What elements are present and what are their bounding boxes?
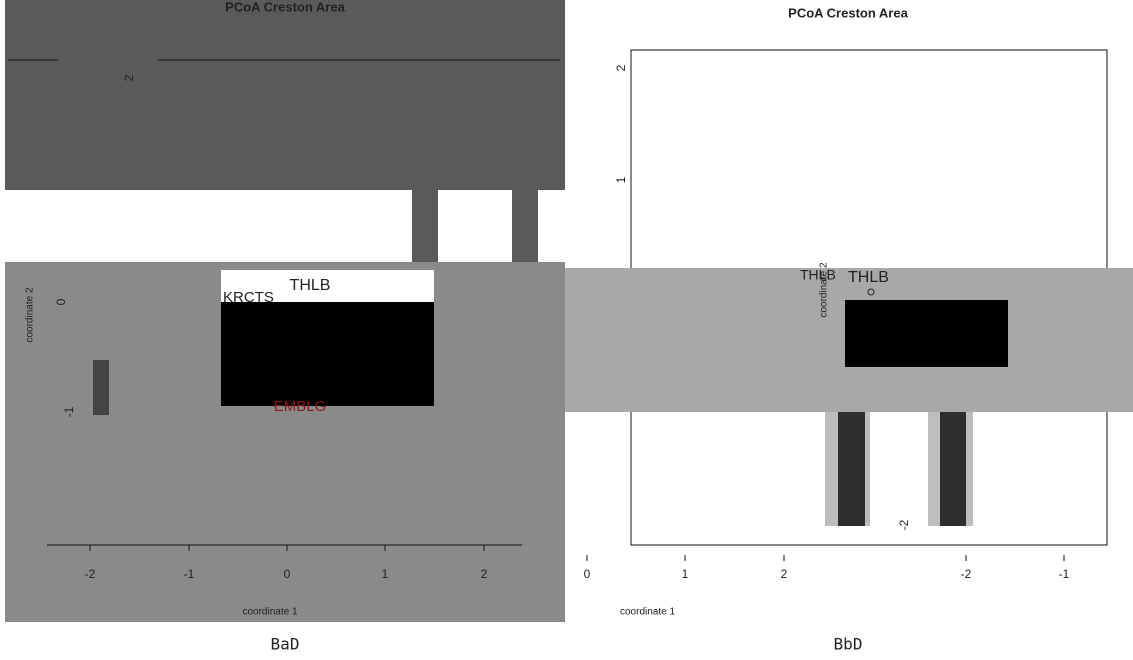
glitch-bar xyxy=(93,360,109,415)
point-label: THLB xyxy=(848,269,889,286)
panel-title: PCoA Creston Area xyxy=(788,5,908,20)
x-tick-label: 0 xyxy=(284,567,291,581)
x-tick-label: 2 xyxy=(781,567,788,581)
y-tick-label: 2 xyxy=(122,74,136,81)
glitch-bar xyxy=(940,412,966,526)
panel-title: PCoA Creston Area xyxy=(225,0,345,14)
x-tick-label: 1 xyxy=(382,567,389,581)
y-tick-label: -1 xyxy=(62,406,76,417)
y-axis-label: coordinate 2 xyxy=(819,262,830,317)
y-tick-label: -2 xyxy=(897,519,911,530)
x-tick-label: -1 xyxy=(1059,567,1070,581)
point-label: EMBLG xyxy=(274,398,327,415)
glitch-band xyxy=(5,190,565,262)
caption: BbD xyxy=(834,635,863,654)
x-axis-label: coordinate 1 xyxy=(620,607,675,618)
point-label: THLB xyxy=(290,277,331,294)
x-axis-label: coordinate 1 xyxy=(242,607,297,618)
point-label: KRCTS xyxy=(223,289,274,306)
glitch-bar xyxy=(838,412,865,526)
redaction xyxy=(221,302,434,406)
glitch-band xyxy=(5,0,565,190)
redaction xyxy=(845,300,1008,367)
x-tick-label: -1 xyxy=(184,567,195,581)
y-tick-label: 2 xyxy=(614,64,628,71)
x-tick-label: 0 xyxy=(584,567,591,581)
screenshot: PCoA Creston Area THLB KRCTS EMBLG coord… xyxy=(0,0,1133,660)
x-tick-label: -2 xyxy=(85,567,96,581)
x-tick-label: -2 xyxy=(961,567,972,581)
caption: BaD xyxy=(271,635,300,654)
x-tick-label: 2 xyxy=(481,567,488,581)
y-tick-label: 1 xyxy=(614,176,628,183)
y-tick-label: 0 xyxy=(54,298,68,305)
y-axis-label: coordinate 2 xyxy=(25,287,36,342)
x-tick-label: 1 xyxy=(682,567,689,581)
glitch-bar xyxy=(412,190,438,262)
glitch-bar xyxy=(512,190,538,262)
